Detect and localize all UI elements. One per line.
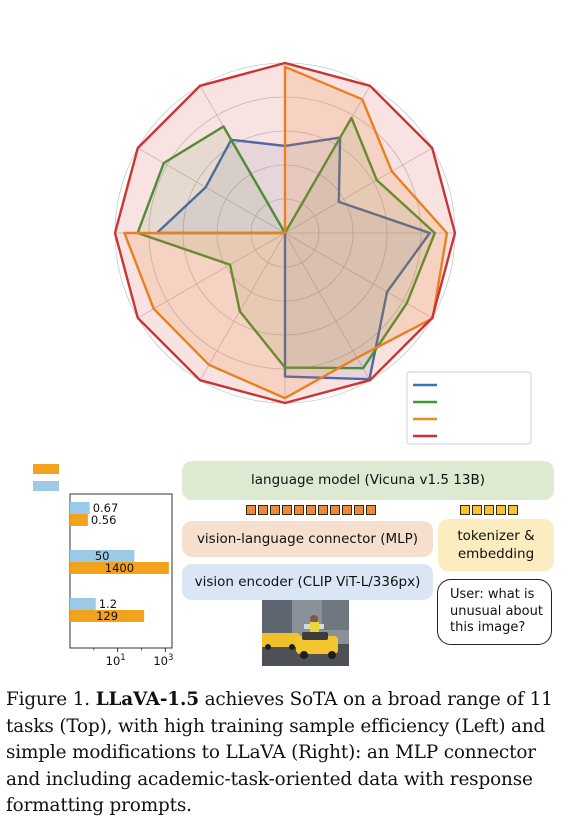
bar-x-tick-label: 101 <box>106 653 126 668</box>
radar-series-llava-1-5 <box>113 61 457 405</box>
figure-caption: Figure 1. LLaVA-1.5 achieves SoTA on a b… <box>6 687 562 820</box>
radar-spoke <box>284 232 371 381</box>
radar-spoke <box>137 147 286 234</box>
visual-token <box>246 505 256 515</box>
bar-instruction-tuning <box>70 550 135 562</box>
bar-x-tick-label: 103 <box>153 653 173 668</box>
bar-value-label: 0.56 <box>91 513 117 527</box>
visual-token <box>282 505 292 515</box>
text-token <box>508 505 518 515</box>
bar-pre-training <box>70 610 145 622</box>
vision-language-connector-box: vision-language connector (MLP) <box>182 521 433 557</box>
visual-token <box>318 505 328 515</box>
visual-token <box>294 505 304 515</box>
bar-instruction-tuning <box>70 502 90 514</box>
radar-spoke <box>137 232 286 319</box>
bar-legend-swatch <box>33 481 59 491</box>
radar-spoke <box>199 232 286 381</box>
vision-encoder-box: vision encoder (CLIP ViT-L/336px) <box>182 564 433 600</box>
bar-value-label: 0.67 <box>93 501 119 515</box>
text-token-row <box>460 505 518 515</box>
bar-value-label: 1400 <box>105 561 134 575</box>
visual-token <box>330 505 340 515</box>
caption-label: Figure 1. <box>6 689 90 710</box>
visual-token <box>366 505 376 515</box>
bar-pre-training <box>70 562 169 574</box>
visual-token <box>354 505 364 515</box>
caption-model-name: LLaVA-1.5 <box>95 689 199 710</box>
radar-series-qwen-vl-chat <box>123 65 449 400</box>
radar-chart <box>113 61 532 445</box>
radar-legend-box <box>406 371 532 445</box>
language-model-box: language model (Vicuna v1.5 13B) <box>182 461 554 500</box>
text-token <box>496 505 506 515</box>
bar-pre-training <box>70 514 88 526</box>
radar-spoke <box>284 147 433 234</box>
bar-value-label: 1.2 <box>99 597 117 611</box>
visual-token <box>306 505 316 515</box>
tokenizer-embedding-box: tokenizer & embedding <box>438 519 554 571</box>
input-image-taxi-ironing <box>262 600 349 666</box>
radar-series-blip-2 <box>155 136 431 381</box>
bar-value-label: 129 <box>96 609 118 623</box>
visual-token <box>258 505 268 515</box>
bar-value-label: 50 <box>95 549 110 563</box>
text-token <box>460 505 470 515</box>
bar-instruction-tuning <box>70 598 96 610</box>
visual-token <box>270 505 280 515</box>
text-token <box>484 505 494 515</box>
radar-series-instructblip <box>136 116 436 370</box>
text-token <box>472 505 482 515</box>
visual-token-row <box>246 505 376 515</box>
user-query-bubble: User: what is unusual about this image? <box>437 579 552 645</box>
visual-token <box>342 505 352 515</box>
bar-legend-swatch <box>33 464 59 474</box>
